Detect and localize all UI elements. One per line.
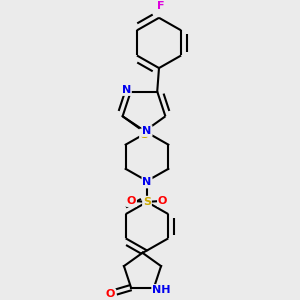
Text: S: S <box>140 130 148 140</box>
Text: N: N <box>142 178 152 188</box>
Text: O: O <box>127 196 136 206</box>
Text: O: O <box>158 196 167 206</box>
Text: O: O <box>106 290 115 299</box>
Text: F: F <box>157 1 164 11</box>
Text: NH: NH <box>152 285 171 295</box>
Text: S: S <box>143 197 151 207</box>
Text: N: N <box>142 126 152 136</box>
Text: N: N <box>122 85 131 95</box>
